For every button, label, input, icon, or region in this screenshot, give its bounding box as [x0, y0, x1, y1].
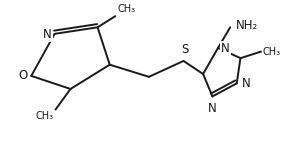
Text: S: S [182, 43, 189, 56]
Text: N: N [221, 42, 230, 55]
Text: N: N [208, 102, 217, 115]
Text: NH₂: NH₂ [236, 19, 258, 32]
Text: CH₃: CH₃ [117, 4, 135, 14]
Text: CH₃: CH₃ [263, 47, 281, 57]
Text: N: N [241, 77, 250, 90]
Text: O: O [18, 69, 28, 82]
Text: N: N [43, 28, 52, 41]
Text: CH₃: CH₃ [36, 111, 54, 121]
